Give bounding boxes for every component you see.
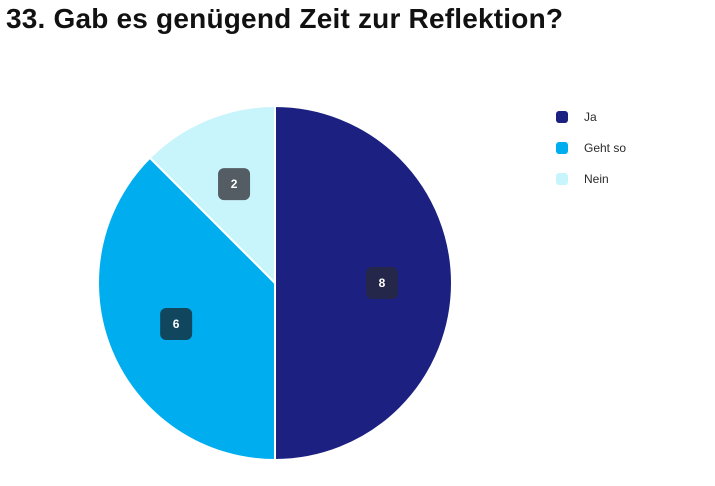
legend-item-ja[interactable]: Ja [556,101,626,132]
chart-legend: Ja Geht so Nein [556,101,626,194]
pie-data-labels: 8 6 2 [160,168,398,340]
pie-slice-nein[interactable] [148,105,276,284]
pie-slice-ja[interactable] [274,105,453,461]
data-label-box [160,307,193,340]
legend-swatch-nein [556,172,568,185]
data-label-value: 6 [173,317,180,331]
data-label-value: 2 [231,177,238,191]
legend-label-nein: Nein [584,171,609,186]
legend-label-geht-so: Geht so [584,140,627,155]
legend-item-geht-so[interactable]: Geht so [556,132,626,163]
data-label-geht-so: 6 [160,307,193,340]
data-label-box [366,267,398,299]
legend-swatch-ja [556,110,568,123]
legend-item-nein[interactable]: Nein [556,163,626,194]
chart-title: 33. Gab es genügend Zeit zur Reflektion? [6,3,564,34]
legend-label-ja: Ja [584,109,597,124]
data-label-value: 8 [379,276,386,290]
data-label-ja: 8 [366,267,398,299]
data-label-box [218,168,251,201]
legend-swatch-geht-so [556,141,568,154]
pie-slices [97,105,453,461]
data-label-nein: 2 [218,168,251,201]
